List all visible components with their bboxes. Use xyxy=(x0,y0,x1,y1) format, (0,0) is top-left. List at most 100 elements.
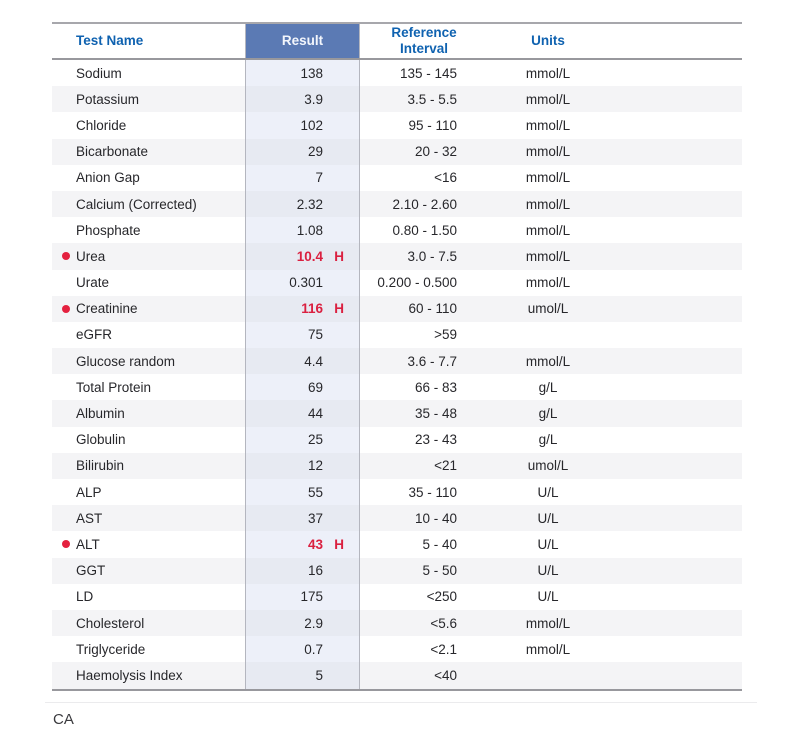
result-cell: 12 xyxy=(245,452,360,479)
result-value: 29 xyxy=(307,144,323,160)
units-cell: U/L xyxy=(488,505,608,531)
units-value: U/L xyxy=(537,589,559,605)
row-spacer xyxy=(608,165,742,191)
test-name: Chloride xyxy=(76,117,127,133)
table-row: Bilirubin 12 <21 umol/L xyxy=(52,452,742,479)
test-name: LD xyxy=(76,589,94,605)
result-cell: 2.9 xyxy=(245,609,360,637)
units-value: g/L xyxy=(538,406,558,422)
result-value: 175 xyxy=(300,589,323,605)
test-name-cell: ALT xyxy=(52,531,245,557)
result-value: 69 xyxy=(307,379,323,395)
test-name-cell: Bicarbonate xyxy=(52,139,245,165)
result-value: 10.4 xyxy=(296,248,323,264)
row-spacer xyxy=(608,348,742,374)
table-row: Urea 10.4 H 3.0 - 7.5 mmol/L xyxy=(52,243,742,270)
units-value: mmol/L xyxy=(525,222,571,238)
table-row: Globulin 25 23 - 43 g/L xyxy=(52,426,742,453)
units-value: mmol/L xyxy=(525,615,571,631)
table-row: Cholesterol 2.9 <5.6 mmol/L xyxy=(52,609,742,637)
test-name: Haemolysis Index xyxy=(76,667,183,683)
result-value: 5 xyxy=(315,667,323,683)
units-value: mmol/L xyxy=(525,248,571,264)
units-cell: mmol/L xyxy=(488,348,608,374)
table-row: Creatinine 116 H 60 - 110 umol/L xyxy=(52,295,742,322)
result-value: 2.32 xyxy=(296,196,323,212)
reference-interval-cell: 2.10 - 2.60 xyxy=(360,191,488,217)
test-name-cell: Phosphate xyxy=(52,217,245,243)
test-name-cell: Glucose random xyxy=(52,348,245,374)
row-spacer xyxy=(608,400,742,426)
reference-interval-cell: >59 xyxy=(360,322,488,348)
units-cell: mmol/L xyxy=(488,636,608,662)
units-value: umol/L xyxy=(527,458,569,474)
result-cell: 5 xyxy=(245,662,360,689)
row-spacer xyxy=(608,112,742,138)
row-spacer xyxy=(608,243,742,269)
units-value: g/L xyxy=(538,379,558,395)
test-name: Calcium (Corrected) xyxy=(76,196,197,212)
reference-interval-value: <16 xyxy=(434,170,457,186)
test-name-cell: Albumin xyxy=(52,400,245,426)
reference-interval-value: 60 - 110 xyxy=(408,301,457,317)
test-name-cell: Cholesterol xyxy=(52,610,245,636)
reference-interval-value: <5.6 xyxy=(430,615,457,631)
reference-interval-value: 2.10 - 2.60 xyxy=(392,196,457,212)
units-cell: U/L xyxy=(488,531,608,557)
units-value: mmol/L xyxy=(525,144,571,160)
row-spacer xyxy=(608,453,742,479)
test-name: Total Protein xyxy=(76,379,152,395)
result-cell: 0.301 xyxy=(245,269,360,296)
reference-interval-cell: 23 - 43 xyxy=(360,427,488,453)
units-cell: mmol/L xyxy=(488,270,608,296)
result-value: 0.7 xyxy=(304,641,323,657)
result-cell: 75 xyxy=(245,321,360,349)
units-cell: mmol/L xyxy=(488,112,608,138)
reference-interval-value: 95 - 110 xyxy=(408,117,457,133)
result-cell: 37 xyxy=(245,505,360,532)
test-name-cell: Triglyceride xyxy=(52,636,245,662)
test-name-cell: Creatinine xyxy=(52,296,245,322)
test-name: Triglyceride xyxy=(76,641,146,657)
test-name-cell: Sodium xyxy=(52,60,245,86)
abnormal-dot-icon xyxy=(62,252,70,261)
table-row: Glucose random 4.4 3.6 - 7.7 mmol/L xyxy=(52,348,742,375)
result-cell: 116 H xyxy=(245,295,360,322)
reference-interval-cell: 5 - 50 xyxy=(360,558,488,584)
units-cell: U/L xyxy=(488,558,608,584)
test-name-cell: Globulin xyxy=(52,427,245,453)
table-row: Sodium 138 135 - 145 mmol/L xyxy=(52,60,742,87)
reference-interval-cell: 60 - 110 xyxy=(360,296,488,322)
row-spacer xyxy=(608,296,742,322)
header-spacer xyxy=(608,24,742,58)
test-name: Urea xyxy=(76,248,106,264)
units-cell xyxy=(488,322,608,348)
test-name: Potassium xyxy=(76,91,140,107)
units-value: mmol/L xyxy=(525,117,571,133)
result-value: 0.301 xyxy=(289,275,323,291)
units-cell: mmol/L xyxy=(488,191,608,217)
result-cell: 102 xyxy=(245,112,360,139)
result-value: 7 xyxy=(315,170,323,186)
row-spacer xyxy=(608,610,742,636)
test-name: GGT xyxy=(76,563,106,579)
reference-interval-value: <40 xyxy=(434,667,457,683)
reference-interval-cell: 35 - 110 xyxy=(360,479,488,505)
units-cell: umol/L xyxy=(488,296,608,322)
table-row: LD 175 <250 U/L xyxy=(52,583,742,610)
row-spacer xyxy=(608,505,742,531)
reference-interval-value: 23 - 43 xyxy=(414,432,457,448)
result-cell: 3.9 xyxy=(245,86,360,113)
test-name-cell: AST xyxy=(52,505,245,531)
units-cell: mmol/L xyxy=(488,139,608,165)
row-spacer xyxy=(608,191,742,217)
reference-interval-value: 66 - 83 xyxy=(414,379,457,395)
units-value: U/L xyxy=(537,536,559,552)
test-name: Creatinine xyxy=(76,301,138,317)
result-cell: 2.32 xyxy=(245,190,360,218)
results-table: Test Name Result Reference Interval Unit… xyxy=(52,22,742,691)
table-row: AST 37 10 - 40 U/L xyxy=(52,505,742,532)
header-units: Units xyxy=(488,24,608,58)
units-cell: mmol/L xyxy=(488,243,608,269)
units-cell: mmol/L xyxy=(488,86,608,112)
